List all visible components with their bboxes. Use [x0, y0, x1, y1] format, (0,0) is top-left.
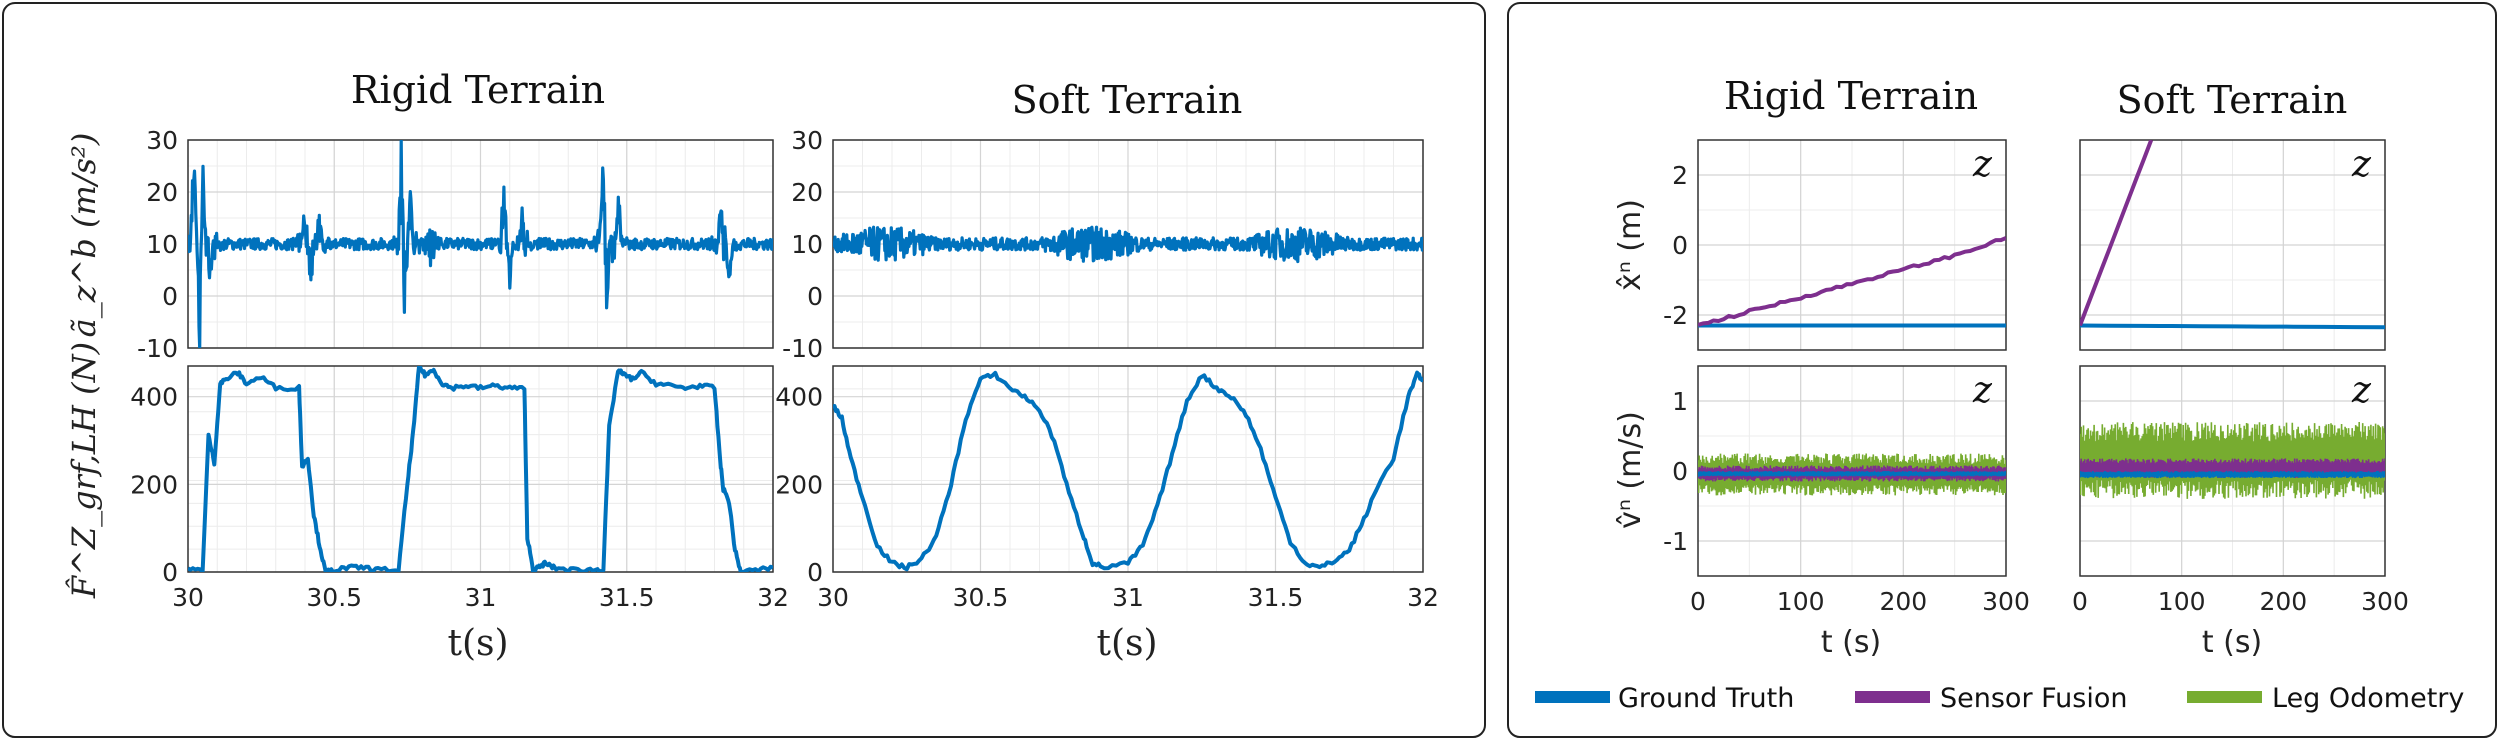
corner-axis-label: z	[2351, 144, 2372, 185]
y-tick-label: 0	[807, 282, 823, 311]
axes-7: 0 100 200 300	[2072, 365, 2409, 616]
y-tick-label: 0	[807, 558, 823, 587]
series-leg-odometry	[1698, 453, 2006, 496]
x-tick-label: 32	[757, 583, 789, 612]
series-group-grf-2	[188, 366, 773, 572]
series-group-vel-7	[2080, 421, 2385, 499]
axes-3: 30 30.5 31 31.5 32 400 200 0	[775, 365, 1439, 612]
x-tick-label: 200	[1879, 587, 1927, 616]
legend-swatch-ground-truth	[1535, 691, 1610, 703]
x-tick-label: 30	[817, 583, 849, 612]
y-tick-label: 30	[791, 126, 823, 155]
series-ground-truth	[2080, 470, 2385, 479]
series-group-pos-5	[2080, 140, 2385, 330]
series-group-acc-soft	[833, 225, 1423, 264]
series-acc-rigid	[188, 140, 773, 348]
y-tick-label: -1	[1663, 527, 1688, 556]
legend-label-sensor-fusion: Sensor Fusion	[1940, 683, 2128, 714]
axes-box	[2079, 139, 2386, 351]
corner-axis-label: z	[1972, 370, 1993, 411]
xlabel-left-rigid: t(s)	[447, 623, 508, 664]
y-tick-label: -10	[137, 334, 178, 363]
legend-swatch-sensor-fusion	[1855, 691, 1930, 703]
y-tick-label: 20	[146, 178, 178, 207]
xlabel-right-soft: t (s)	[2202, 625, 2262, 660]
y-tick-label: 400	[130, 383, 178, 412]
series-sensor-fusion	[1698, 236, 2006, 327]
axes-box	[187, 365, 774, 573]
x-tick-label: 31	[465, 583, 497, 612]
x-tick-label: 300	[2361, 587, 2409, 616]
series-ground-truth	[2080, 323, 2385, 330]
y-tick-label: 10	[791, 230, 823, 259]
ylabel-acc: ã_z^b (m/s²)	[65, 133, 103, 338]
axes-box	[832, 365, 1424, 573]
x-tick-label: 0	[1690, 587, 1706, 616]
right-figure-frame	[1507, 2, 2497, 738]
axes-2: 30 30.5 31 31.5 32 400 200 0	[130, 365, 789, 612]
ylabel-velocity: v̂ⁿ (m/s)	[1613, 411, 1648, 529]
corner-axis-label: z	[1972, 144, 1993, 185]
x-tick-label: 31.5	[1248, 583, 1304, 612]
y-tick-label: -2	[1663, 301, 1688, 330]
left-title-soft: Soft Terrain	[1012, 78, 1243, 122]
y-tick-label: 10	[146, 230, 178, 259]
y-tick-label: 0	[1672, 457, 1688, 486]
y-tick-label: -10	[782, 334, 823, 363]
x-tick-label: 30.5	[306, 583, 362, 612]
y-tick-label: 0	[1672, 231, 1688, 260]
x-tick-label: 30.5	[953, 583, 1009, 612]
series-group-acc-rigid	[188, 140, 773, 348]
x-tick-label: 300	[1982, 587, 2030, 616]
x-tick-label: 31.5	[599, 583, 655, 612]
y-tick-label: 400	[775, 383, 823, 412]
legend: Ground Truth Sensor Fusion Leg Odometry	[1535, 683, 2464, 714]
axes-4: 2 0 -2	[1663, 139, 2007, 351]
y-tick-label: 30	[146, 126, 178, 155]
y-tick-label: 200	[775, 470, 823, 499]
x-tick-label: 200	[2259, 587, 2307, 616]
series-ground-truth	[1698, 470, 2006, 477]
y-tick-label: 2	[1672, 161, 1688, 190]
x-tick-label: 32	[1407, 583, 1439, 612]
axes-5	[2079, 139, 2386, 351]
x-tick-label: 0	[2072, 587, 2088, 616]
y-tick-label: 1	[1672, 387, 1688, 416]
series-group-grf-3	[833, 370, 1423, 572]
y-tick-label: 0	[162, 558, 178, 587]
series-acc-soft	[833, 225, 1423, 264]
x-tick-label: 30	[172, 583, 204, 612]
x-tick-label: 100	[1777, 587, 1825, 616]
x-tick-label: 100	[2158, 587, 2206, 616]
right-title-rigid: Rigid Terrain	[1724, 74, 1978, 118]
y-tick-label: 200	[130, 470, 178, 499]
series-sensor-fusion	[2080, 140, 2154, 327]
series-group-pos-4	[1698, 236, 2006, 328]
xlabel-right-rigid: t (s)	[1821, 625, 1881, 660]
axes-box	[1697, 139, 2007, 351]
xlabel-left-soft: t(s)	[1096, 623, 1157, 664]
series-grf	[188, 366, 773, 572]
legend-label-leg-odometry: Leg Odometry	[2272, 683, 2464, 714]
series-group-vel-6	[1698, 453, 2006, 496]
series-grf	[833, 370, 1423, 572]
legend-swatch-leg-odometry	[2187, 691, 2262, 703]
ylabel-grf: F̂^Z_grf,LH (N)	[65, 342, 103, 599]
right-title-soft: Soft Terrain	[2117, 78, 2348, 122]
legend-label-ground-truth: Ground Truth	[1618, 683, 1794, 714]
axes-6: 0 100 200 300 1 0 -1	[1663, 365, 2030, 616]
y-tick-label: 20	[791, 178, 823, 207]
corner-axis-label: z	[2351, 370, 2372, 411]
x-tick-label: 31	[1112, 583, 1144, 612]
ylabel-position: x̂ⁿ (m)	[1613, 199, 1648, 291]
left-title-rigid: Rigid Terrain	[351, 68, 605, 112]
left-figure-frame	[2, 2, 1486, 738]
y-tick-label: 0	[162, 282, 178, 311]
